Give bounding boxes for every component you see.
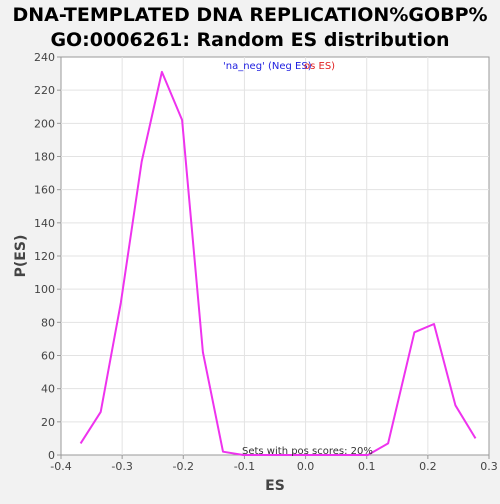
y-tick-label: 140	[34, 217, 55, 230]
y-tick-label: 80	[41, 316, 55, 329]
series-layer	[79, 70, 477, 456]
y-tick-label: 160	[34, 184, 55, 197]
y-tick-label: 100	[34, 283, 55, 296]
y-tick-label: 60	[41, 350, 55, 363]
y-tick-label: 240	[34, 51, 55, 64]
x-axis-label: ES	[265, 478, 285, 494]
y-tick-label: 0	[48, 449, 55, 462]
y-tick-label: 220	[34, 84, 55, 97]
y-tick-label: 200	[34, 117, 55, 130]
chart-title-line-1: DNA-TEMPLATED DNA REPLICATION%GOBP%	[12, 4, 487, 26]
x-tick-label: -0.2	[173, 460, 194, 473]
y-tick-label: 40	[41, 383, 55, 396]
chart-title-line-2: GO:0006261: Random ES distribution	[50, 29, 449, 51]
y-tick-label: 120	[34, 250, 55, 263]
x-tick-label: 0.3	[480, 460, 498, 473]
x-tick-label: -0.4	[50, 460, 71, 473]
legend-pos-label-fragment: os ES)	[304, 61, 335, 72]
axis-layer: -0.4 -0.3 -0.2 -0.1 0.0 0.1 0.2 0.3 0 20 40 60 80 100…	[34, 51, 498, 473]
x-tick-label: -0.1	[234, 460, 255, 473]
pos-scores-annotation: Sets with pos scores: 20%	[242, 446, 373, 457]
es-distribution-line	[79, 70, 477, 456]
x-tick-label: 0.0	[297, 460, 315, 473]
x-tick-label: 0.2	[419, 460, 437, 473]
x-tick-label: -0.3	[111, 460, 132, 473]
x-tick-label: 0.1	[358, 460, 376, 473]
legend-neg-label: 'na_neg' (Neg ES)	[223, 61, 312, 72]
y-axis-label: P(ES)	[13, 235, 29, 278]
y-tick-label: 180	[34, 151, 55, 164]
y-tick-label: 20	[41, 416, 55, 429]
